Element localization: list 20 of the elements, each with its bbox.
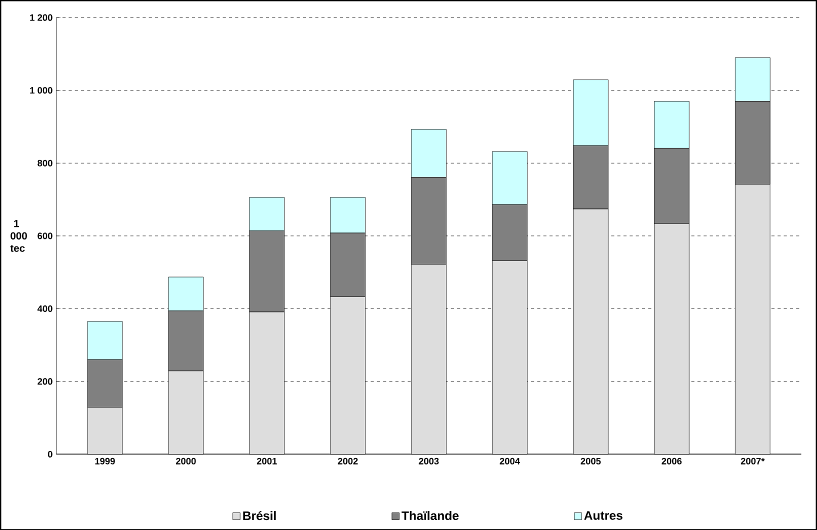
x-tick-label: 2000	[176, 458, 196, 464]
x-tick-label: 2002	[338, 458, 358, 464]
legend-label: Autres	[584, 511, 622, 520]
y-axis-title: 1 000 tec	[10, 220, 27, 252]
y-tick-label: 200	[38, 378, 52, 385]
x-tick-label: 2004	[500, 458, 520, 464]
x-tick-label: 2003	[418, 458, 439, 464]
y-tick-label: 600	[38, 232, 52, 240]
y-tick-label: 800	[38, 160, 52, 166]
x-tick-label: 1999	[95, 458, 115, 464]
y-tick-label: 400	[37, 305, 52, 312]
y-tick-label: 1 200	[30, 14, 52, 21]
x-tick-label: 2001	[256, 458, 277, 464]
x-tick-label: 2007*	[740, 458, 765, 464]
legend-label: Thaïlande	[402, 510, 459, 520]
y-tick-label: 0	[48, 450, 52, 458]
x-tick-label: 2006	[662, 458, 682, 464]
y-tick-label: 1 000	[30, 86, 52, 94]
legend-label: Brésil	[243, 510, 276, 520]
x-tick-label: 2005	[580, 458, 601, 464]
